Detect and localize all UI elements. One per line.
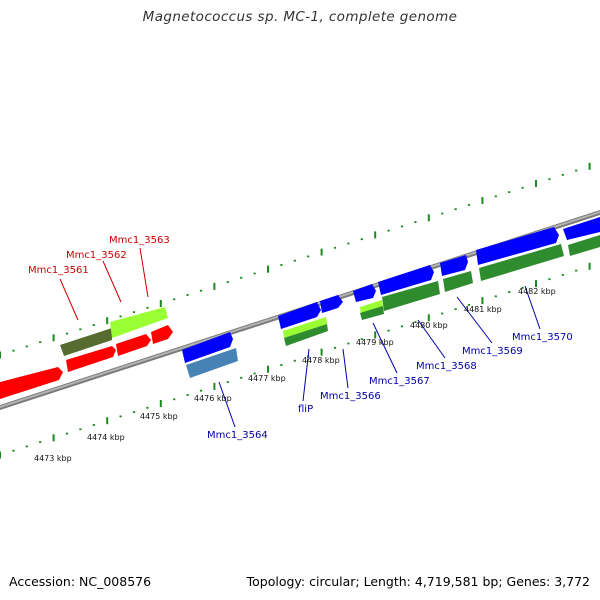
gene-mmc1-3561-band[interactable] [60,328,112,356]
gene-mmc1-3568-blue[interactable] [378,265,434,295]
gene-mmc1-3570-blue[interactable] [476,227,559,265]
gene-label-mmc1-3564[interactable]: Mmc1_3564 [207,430,268,441]
gene-label-mmc1-3566[interactable]: Mmc1_3566 [320,391,381,402]
scale-label: 4474 kbp [87,433,125,442]
accession-text: Accession: NC_008576 [9,574,152,589]
scale-label: 4478 kbp [302,356,340,365]
scale-label: 4473 kbp [34,454,72,463]
genome-summary-text: Topology: circular; Length: 4,719,581 bp… [246,574,590,589]
gene-label-mmc1-3570[interactable]: Mmc1_3570 [512,332,573,343]
blue-gene-labels[interactable]: Mmc1_3564 fliP Mmc1_3566 Mmc1_3567 Mmc1_… [207,332,573,441]
gene-mmc1-3561-arrow[interactable] [0,367,63,399]
gene-mmc1-3567-blue[interactable] [353,284,376,302]
gene-label-mmc1-3569[interactable]: Mmc1_3569 [462,346,523,357]
scale-labels: 4473 kbp 4474 kbp 4475 kbp 4476 kbp 4477… [34,287,556,463]
gene-next-blue[interactable] [563,217,600,240]
scale-label: 4475 kbp [140,412,178,421]
gene-label-mmc1-3568[interactable]: Mmc1_3568 [416,361,477,372]
scale-label: 4482 kbp [518,287,556,296]
gene-flip-blue[interactable] [278,302,321,329]
gene-mmc1-3566-blue[interactable] [320,295,343,313]
gene-mmc1-3568-green[interactable] [382,281,440,311]
upper-ruler [0,162,591,359]
gene-label-mmc1-3563[interactable]: Mmc1_3563 [109,235,170,246]
gene-mmc1-3563-arrow[interactable] [151,325,173,344]
map-title: Magnetococcus sp. MC-1, complete genome [142,9,458,25]
gene-mmc1-3564-steel[interactable] [186,348,238,378]
gene-mmc1-3562-arrow-b[interactable] [116,334,151,356]
gene-flip-lime[interactable] [283,317,327,338]
gene-mmc1-3570-green[interactable] [479,244,564,281]
gene-features[interactable] [0,217,600,399]
scale-label: 4476 kbp [194,394,232,403]
scale-label: 4480 kbp [410,321,448,330]
gene-mmc1-3569-blue[interactable] [440,255,468,276]
scale-label: 4479 kbp [356,338,394,347]
scale-label: 4477 kbp [248,374,286,383]
gene-flip-green[interactable] [284,324,328,346]
red-gene-labels[interactable]: Mmc1_3561 Mmc1_3562 Mmc1_3563 [28,235,170,276]
gene-label-mmc1-3561[interactable]: Mmc1_3561 [28,265,89,276]
gene-label-mmc1-3562[interactable]: Mmc1_3562 [66,250,127,261]
gene-next-green[interactable] [568,235,600,256]
gene-mmc1-3567-green[interactable] [360,306,384,320]
gene-mmc1-3562-arrow[interactable] [66,346,116,372]
leader-lines [59,247,541,428]
gene-mmc1-3564-blue[interactable] [182,332,233,363]
gene-label-mmc1-3567[interactable]: Mmc1_3567 [369,376,430,387]
lower-ruler [0,262,591,459]
scale-label: 4481 kbp [464,305,502,314]
gene-label-flip[interactable]: fliP [298,404,313,415]
gene-mmc1-3569-green[interactable] [443,271,473,292]
gene-mmc1-3562-band[interactable] [110,307,168,338]
